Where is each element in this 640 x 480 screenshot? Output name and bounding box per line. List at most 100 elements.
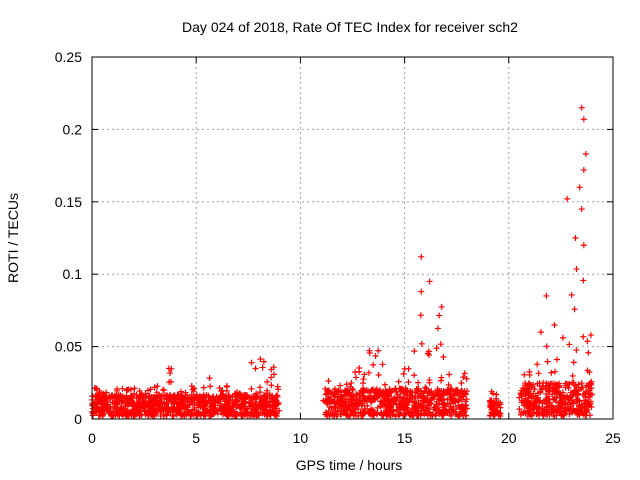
data-point bbox=[534, 410, 541, 417]
data-point bbox=[165, 396, 172, 403]
data-point bbox=[352, 369, 359, 376]
data-point bbox=[564, 195, 571, 202]
data-point bbox=[437, 341, 444, 348]
data-point bbox=[200, 391, 207, 398]
data-point bbox=[199, 403, 206, 410]
data-point bbox=[552, 406, 559, 413]
data-point bbox=[537, 329, 544, 336]
data-point bbox=[400, 395, 407, 402]
data-point bbox=[435, 396, 442, 403]
data-point bbox=[92, 393, 99, 400]
x-tick-label: 5 bbox=[192, 430, 200, 446]
data-point bbox=[548, 369, 555, 376]
data-point bbox=[269, 408, 276, 415]
data-point bbox=[530, 390, 537, 397]
data-point bbox=[92, 399, 99, 406]
data-point bbox=[539, 383, 546, 390]
data-point bbox=[450, 407, 457, 414]
data-point bbox=[154, 408, 161, 415]
y-axis-label: ROTI / TECUs bbox=[5, 193, 21, 283]
data-point bbox=[345, 402, 352, 409]
data-point bbox=[444, 396, 451, 403]
data-point bbox=[580, 242, 587, 249]
data-point bbox=[145, 412, 152, 419]
data-point bbox=[406, 411, 413, 418]
data-point bbox=[208, 406, 215, 413]
data-point bbox=[219, 411, 226, 418]
data-point bbox=[534, 380, 541, 387]
data-point bbox=[463, 375, 470, 382]
data-point bbox=[345, 390, 352, 397]
data-point bbox=[573, 384, 580, 391]
data-point bbox=[571, 407, 578, 414]
data-point bbox=[340, 399, 347, 406]
data-point bbox=[142, 411, 149, 418]
data-point bbox=[550, 395, 557, 402]
data-point bbox=[184, 399, 191, 406]
data-point bbox=[567, 394, 574, 401]
data-points bbox=[89, 104, 596, 420]
data-point bbox=[454, 391, 461, 398]
data-point bbox=[417, 312, 424, 319]
data-point bbox=[397, 385, 404, 392]
data-point bbox=[417, 411, 424, 418]
data-point bbox=[365, 369, 372, 376]
data-point bbox=[526, 371, 533, 378]
data-point bbox=[545, 388, 552, 395]
data-point bbox=[176, 392, 183, 399]
data-point bbox=[419, 397, 426, 404]
data-point bbox=[353, 374, 360, 381]
data-point bbox=[220, 403, 227, 410]
data-point bbox=[183, 396, 190, 403]
data-point bbox=[251, 412, 258, 419]
data-point bbox=[149, 402, 156, 409]
data-point bbox=[114, 411, 121, 418]
x-tick-label: 10 bbox=[293, 430, 309, 446]
data-point bbox=[588, 404, 595, 411]
data-point bbox=[268, 382, 275, 389]
data-point bbox=[142, 390, 149, 397]
data-point bbox=[418, 288, 425, 295]
y-tick-label: 0.2 bbox=[63, 121, 83, 137]
data-point bbox=[540, 411, 547, 418]
data-point bbox=[580, 333, 587, 340]
data-point bbox=[571, 306, 578, 313]
data-point bbox=[170, 413, 177, 420]
data-point bbox=[209, 403, 216, 410]
data-point bbox=[447, 385, 454, 392]
data-point bbox=[263, 390, 270, 397]
data-point bbox=[223, 398, 230, 405]
data-point bbox=[548, 380, 555, 387]
data-point bbox=[574, 398, 581, 405]
data-point bbox=[413, 408, 420, 415]
data-point bbox=[378, 390, 385, 397]
data-point bbox=[264, 410, 271, 417]
data-point bbox=[264, 378, 271, 385]
data-point bbox=[347, 408, 354, 415]
data-point bbox=[390, 396, 397, 403]
data-point bbox=[167, 370, 174, 377]
data-point bbox=[151, 384, 158, 391]
data-point bbox=[536, 403, 543, 410]
data-point bbox=[343, 381, 350, 388]
data-point bbox=[260, 358, 267, 365]
data-point bbox=[395, 378, 402, 385]
data-point bbox=[124, 403, 131, 410]
data-point bbox=[233, 404, 240, 411]
data-point bbox=[219, 387, 226, 394]
data-point bbox=[491, 406, 498, 413]
data-point bbox=[553, 395, 560, 402]
data-point bbox=[561, 407, 568, 414]
data-point bbox=[528, 393, 535, 400]
data-point bbox=[134, 399, 141, 406]
data-point bbox=[113, 392, 120, 399]
data-point bbox=[487, 397, 494, 404]
data-point bbox=[523, 387, 530, 394]
data-point bbox=[200, 412, 207, 419]
data-point bbox=[163, 404, 170, 411]
data-point bbox=[433, 410, 440, 417]
data-point bbox=[585, 383, 592, 390]
data-point bbox=[522, 384, 529, 391]
data-point bbox=[272, 411, 279, 418]
data-point bbox=[164, 408, 171, 415]
